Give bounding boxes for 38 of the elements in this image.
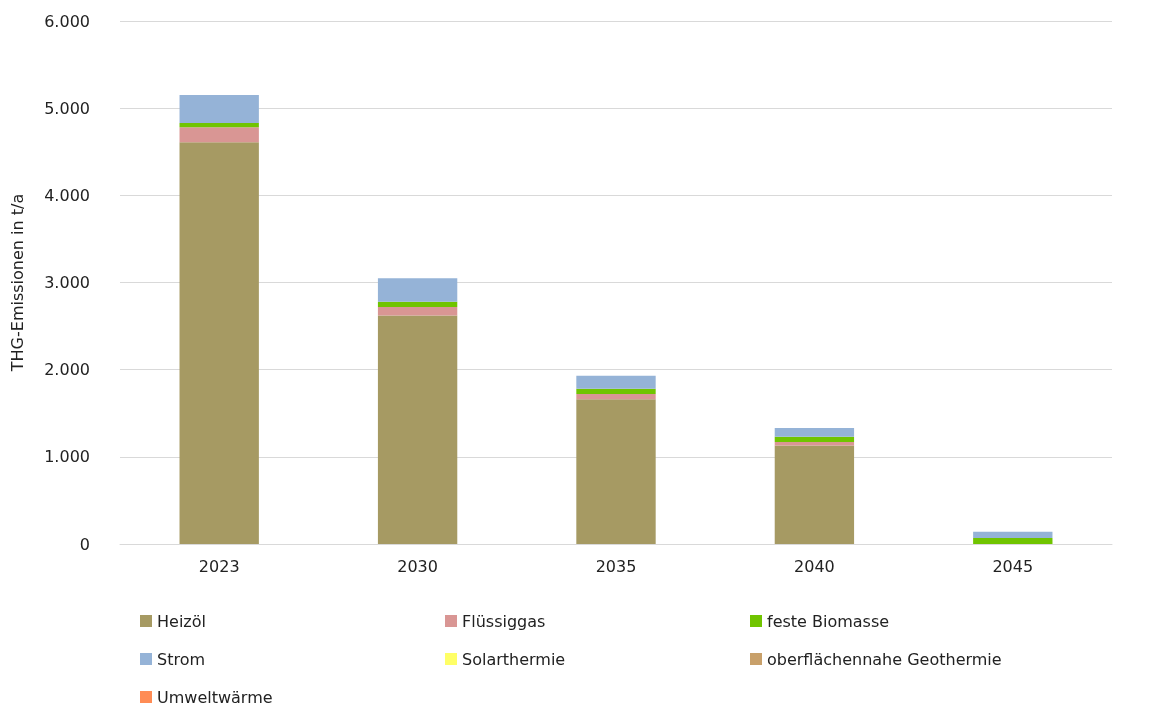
bar [179, 127, 259, 143]
bar [377, 301, 458, 307]
bar [179, 95, 259, 123]
y-tick-label: 2.000 [44, 360, 90, 380]
y-tick-label: 0 [79, 534, 90, 554]
y-tick-label: 1.000 [44, 447, 90, 467]
bar [774, 428, 855, 437]
bar [377, 306, 458, 316]
bar [179, 142, 259, 544]
bar [576, 399, 656, 544]
x-tick-label: 2030 [397, 556, 438, 576]
bar [774, 445, 855, 544]
bar [774, 436, 855, 443]
bar [179, 122, 259, 128]
y-axis-title: THG-Emissionen in t/a [7, 193, 27, 373]
bar [973, 537, 1053, 544]
legend-label: Umweltwärme [157, 687, 273, 707]
y-tick-label: 3.000 [44, 273, 90, 292]
bar [377, 315, 458, 544]
x-tick-label: 2040 [794, 556, 835, 576]
bar [576, 375, 656, 389]
bar [576, 394, 656, 400]
x-tick-label: 2045 [992, 556, 1034, 576]
bar [973, 531, 1053, 538]
x-tick-label: 2035 [595, 556, 637, 576]
y-tick-label: 4.000 [44, 185, 90, 205]
legend-label: Strom [157, 649, 206, 669]
bar [576, 388, 656, 395]
x-tick-label: 2023 [198, 556, 240, 576]
y-tick-label: 6.000 [44, 11, 90, 31]
bar [377, 278, 458, 302]
legend-label: Flüssiggas [462, 611, 546, 631]
legend-label: Solarthermie [462, 649, 566, 669]
legend-label: feste Biomasse [767, 611, 890, 631]
legend-label: oberflächennahe Geothermie [767, 649, 1002, 669]
bar [774, 442, 855, 446]
legend-label: Heizöl [157, 611, 206, 631]
y-tick-label: 5.000 [44, 98, 90, 118]
